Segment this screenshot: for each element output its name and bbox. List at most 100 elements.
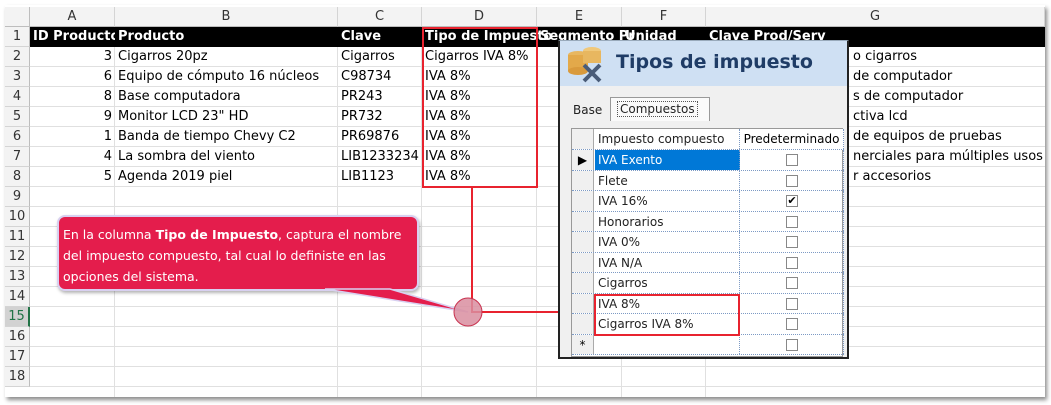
impuesto-name[interactable]: IVA Exento (595, 150, 740, 170)
default-checkbox[interactable] (786, 338, 798, 351)
cell-producto[interactable]: Agenda 2019 piel (118, 169, 233, 184)
cell-id[interactable]: 5 (103, 169, 112, 184)
cell-tipo-impuesto[interactable]: Cigarros IVA 8% (425, 49, 529, 64)
row-header-5[interactable]: 5 (5, 107, 30, 127)
default-checkbox[interactable]: ✔ (786, 194, 798, 207)
cell-id[interactable]: 6 (103, 69, 112, 84)
predeterminado-cell[interactable] (740, 273, 844, 293)
grid-row[interactable]: Honorarios (572, 211, 844, 232)
default-checkbox[interactable] (786, 236, 798, 248)
cell-clave[interactable]: C98734 (341, 69, 392, 84)
cell-clave[interactable]: Cigarros (341, 49, 395, 64)
predeterminado-cell[interactable]: ✔ (740, 191, 844, 211)
cell-id[interactable]: 9 (103, 109, 112, 124)
column-header-c[interactable]: C (338, 7, 422, 27)
grid-row[interactable]: IVA 8% (572, 293, 844, 314)
predeterminado-cell[interactable] (740, 252, 844, 272)
cell-tipo-impuesto[interactable]: IVA 8% (425, 69, 471, 84)
default-checkbox[interactable] (786, 215, 798, 228)
row-header-12[interactable]: 12 (5, 247, 30, 267)
cell-clave-prod-serv[interactable]: de computador (853, 69, 953, 84)
cell-clave[interactable]: PR69876 (341, 129, 400, 144)
predeterminado-cell[interactable] (740, 170, 844, 190)
predeterminado-cell[interactable] (740, 211, 844, 231)
grid-header-impuesto[interactable]: Impuesto compuesto (595, 129, 740, 149)
column-header-f[interactable]: F (622, 7, 706, 27)
impuesto-name[interactable]: IVA 16% (595, 191, 740, 211)
cell-id[interactable]: 3 (103, 49, 112, 64)
row-header-16[interactable]: 16 (5, 327, 30, 347)
row-header-1[interactable]: 1 (5, 27, 30, 47)
impuesto-name[interactable]: IVA 0% (595, 232, 740, 252)
predeterminado-cell[interactable] (740, 293, 844, 313)
cell-clave[interactable]: LIB1123 (341, 169, 395, 184)
grid-row[interactable]: IVA 0% (572, 232, 844, 253)
row-header-17[interactable]: 17 (5, 347, 30, 367)
cell-tipo-impuesto[interactable]: IVA 8% (425, 129, 471, 144)
row-selector[interactable] (572, 252, 594, 272)
default-checkbox[interactable] (786, 277, 798, 289)
row-selector[interactable] (572, 293, 594, 313)
predeterminado-cell[interactable] (740, 150, 844, 170)
cell-producto[interactable]: Equipo de cómputo 16 núcleos (118, 69, 320, 84)
grid-row[interactable]: IVA 16% ✔ (572, 191, 844, 212)
row-header-11[interactable]: 11 (5, 227, 30, 247)
column-header-e[interactable]: E (537, 7, 622, 27)
row-selector[interactable] (572, 314, 594, 334)
default-checkbox[interactable] (786, 256, 798, 269)
grid-row[interactable]: IVA N/A (572, 252, 844, 273)
predeterminado-cell[interactable] (740, 334, 844, 354)
impuesto-name[interactable]: Flete (595, 170, 740, 190)
tab-base[interactable]: Base (573, 103, 603, 117)
column-header-b[interactable]: B (115, 7, 338, 27)
row-header-14[interactable]: 14 (5, 287, 30, 307)
cell-clave-prod-serv[interactable]: nerciales para múltiples usos (853, 149, 1043, 164)
impuesto-name[interactable]: Cigarros (595, 273, 740, 293)
impuesto-name[interactable]: IVA N/A (595, 252, 740, 272)
cell-producto[interactable]: La sombra del viento (118, 149, 256, 164)
grid-row[interactable]: Cigarros (572, 273, 844, 294)
cell-clave-prod-serv[interactable]: s de computador (853, 89, 964, 104)
grid-new-row[interactable]: * (572, 334, 844, 355)
cell-id[interactable]: 8 (103, 89, 112, 104)
row-selector[interactable]: ▶ (572, 150, 594, 170)
row-header-7[interactable]: 7 (5, 147, 30, 167)
row-header-6[interactable]: 6 (5, 127, 30, 147)
row-header-9[interactable]: 9 (5, 187, 30, 207)
row-selector[interactable] (572, 170, 594, 190)
grid-header-predeterminado[interactable]: Predeterminado (740, 129, 844, 149)
grid-row[interactable]: ▶ IVA Exento (572, 150, 844, 171)
row-header-18[interactable]: 18 (5, 367, 30, 387)
row-header-2[interactable]: 2 (5, 47, 30, 67)
row-header-4[interactable]: 4 (5, 87, 30, 107)
cell-id[interactable]: 1 (103, 129, 112, 144)
default-checkbox[interactable] (786, 318, 798, 330)
impuesto-name[interactable]: Honorarios (595, 211, 740, 231)
row-selector[interactable] (572, 232, 594, 252)
cell-clave[interactable]: PR243 (341, 89, 383, 104)
cell-tipo-impuesto[interactable]: IVA 8% (425, 109, 471, 124)
row-selector[interactable] (572, 273, 594, 293)
cell-clave[interactable]: PR732 (341, 109, 383, 124)
row-header-8[interactable]: 8 (5, 167, 30, 187)
cell-clave-prod-serv[interactable]: o cigarros (853, 49, 917, 64)
tab-compuestos[interactable]: Compuestos (610, 97, 710, 121)
cell-producto[interactable]: Cigarros 20pz (118, 49, 208, 64)
header-cell[interactable]: Clave (341, 29, 382, 44)
default-checkbox[interactable] (786, 154, 798, 166)
cell-tipo-impuesto[interactable]: IVA 8% (425, 169, 471, 184)
row-selector[interactable] (572, 211, 594, 231)
predeterminado-cell[interactable] (740, 314, 844, 334)
row-header-10[interactable]: 10 (5, 207, 30, 227)
row-header-3[interactable]: 3 (5, 67, 30, 87)
cell-producto[interactable]: Banda de tiempo Chevy C2 (118, 129, 296, 144)
cell-tipo-impuesto[interactable]: IVA 8% (425, 149, 471, 164)
header-cell[interactable]: Producto (118, 29, 185, 44)
cell-id[interactable]: 4 (103, 149, 112, 164)
header-cell[interactable]: Tipo de Impuesto (425, 29, 553, 44)
grid-row[interactable]: Flete (572, 170, 844, 191)
row-selector[interactable]: * (572, 334, 594, 354)
row-header-15[interactable]: 15 (5, 307, 30, 327)
default-checkbox[interactable] (786, 297, 798, 310)
cell-clave-prod-serv[interactable]: ctiva lcd (853, 109, 908, 124)
